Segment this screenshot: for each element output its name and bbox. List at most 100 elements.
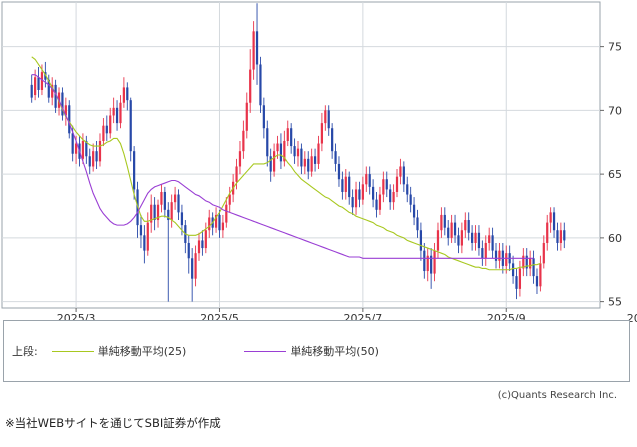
candle-body-24 [112,107,115,116]
candle-body-81 [307,158,310,172]
candle-body-79 [300,148,303,167]
moving-average-lines [31,56,541,271]
candle-body-139 [505,253,508,266]
candle-body-76 [290,128,293,147]
x-axis-ticks [75,308,507,312]
candle-body-97 [361,184,364,200]
candle-body-15 [81,140,85,159]
candle-body-75 [286,128,289,141]
candle-body-68 [262,105,265,129]
candle-body-135 [491,235,494,251]
candle-body-116 [426,255,429,272]
legend-swatch-sma50 [244,350,287,352]
candle-body-117 [430,255,433,274]
candle-body-44 [180,212,184,226]
candle-body-47 [191,258,194,279]
candle-body-120 [440,214,443,231]
candle-body-36 [153,204,156,221]
candle-body-147 [532,258,535,277]
candle-body-143 [518,268,522,289]
candle-body-124 [453,222,457,236]
legend-swatch-sma25 [51,350,94,352]
candle-body-9 [61,92,64,116]
candle-body-103 [382,179,385,195]
candle-body-71 [272,151,276,172]
candle-body-27 [122,87,125,103]
candle-body-133 [484,242,487,259]
candle-body-13 [74,143,78,154]
candle-body-125 [457,235,460,246]
candle-body-37 [156,204,160,221]
candle-body-52 [208,217,211,231]
candle-body-65 [252,31,255,70]
candle-body-85 [320,123,324,144]
candle-body-122 [447,227,450,238]
candle-body-67 [259,64,262,106]
candle-body-11 [68,105,71,134]
candle-body-109 [402,166,405,185]
candle-body-150 [542,242,545,264]
y-tick-label-2: 65 [608,168,622,181]
candle-body-88 [331,128,334,152]
candle-body-155 [559,230,562,243]
candle-body-56 [221,222,225,231]
legend-item-sma25: 単純移動平均(25) [51,343,186,359]
candle-body-89 [334,151,337,164]
candle-body-7 [54,84,57,108]
candle-body-123 [450,222,453,238]
candle-body-129 [471,232,474,243]
candle-body-111 [409,194,412,205]
candle-body-113 [416,217,419,231]
candle-body-3 [40,72,44,90]
candle-body-5 [47,79,50,98]
candle-body-121 [443,214,446,228]
candle-body-48 [194,253,197,279]
candle-body-21 [102,125,105,141]
candle-body-72 [276,143,279,152]
candle-body-136 [494,250,498,261]
legend-item-sma50: 単純移動平均(50) [244,343,379,359]
ma-line-0 [31,56,541,271]
candle-body-69 [266,128,269,157]
candle-body-4 [44,72,47,80]
candle-body-134 [488,235,491,243]
candle-body-80 [303,158,306,167]
candle-body-10 [64,105,67,116]
candle-body-146 [529,258,532,269]
candle-body-22 [105,125,108,134]
candle-body-107 [395,176,399,192]
gridlines [2,2,600,308]
candle-body-60 [235,166,238,182]
candle-body-144 [522,255,525,269]
candle-body-102 [378,194,382,210]
candle-body-132 [481,248,484,259]
candle-body-26 [119,102,122,124]
candle-body-137 [498,250,501,261]
candle-body-40 [167,209,170,221]
candle-body-86 [324,110,327,124]
candle-body-58 [228,194,231,205]
candle-body-100 [371,186,375,200]
candle-body-20 [98,140,102,162]
candle-body-18 [92,151,95,167]
candle-body-131 [477,232,481,249]
candle-body-73 [279,143,283,162]
candle-body-12 [71,133,74,154]
candle-body-114 [419,230,423,251]
ma-line-1 [31,74,534,259]
candle-body-110 [406,184,409,195]
y-tick-label-0: 55 [608,296,622,309]
candle-body-130 [474,232,477,243]
candle-body-77 [293,146,296,157]
candle-body-17 [88,156,91,167]
candle-body-41 [170,202,173,221]
candle-body-0 [30,84,33,98]
candle-body-54 [214,214,218,228]
candle-body-28 [126,87,129,101]
candle-body-70 [269,156,272,172]
candle-body-115 [423,250,426,272]
candle-body-148 [535,276,539,287]
candle-body-108 [399,166,402,177]
candle-body-57 [225,204,228,223]
